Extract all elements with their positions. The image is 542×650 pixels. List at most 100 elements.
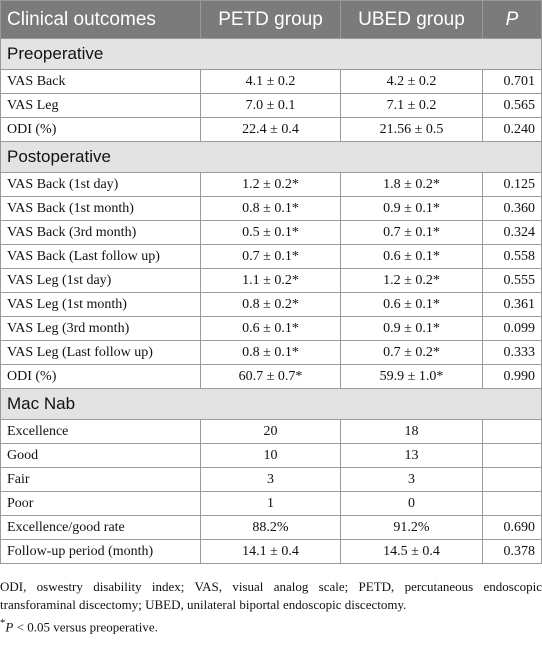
cell: VAS Leg (1st month) bbox=[0, 292, 201, 317]
cell: 22.4 ± 0.4 bbox=[200, 117, 341, 142]
cell: 0.361 bbox=[482, 292, 542, 317]
cell: 21.56 ± 0.5 bbox=[340, 117, 483, 142]
data-row: VAS Back (1st day) 1.2 ± 0.2* 1.8 ± 0.2* 0.… bbox=[0, 172, 542, 197]
cell: 14.5 ± 0.4 bbox=[340, 539, 483, 564]
cell: 0.6 ± 0.1* bbox=[200, 316, 341, 341]
cell: 0.555 bbox=[482, 268, 542, 293]
data-row: VAS Leg (1st month) 0.8 ± 0.2* 0.6 ± 0.1* 0… bbox=[0, 292, 542, 317]
data-row: VAS Leg (Last follow up) 0.8 ± 0.1* 0.7 ± … bbox=[0, 340, 542, 365]
data-row: Good 10 13 bbox=[0, 443, 542, 468]
section-row: Preoperative bbox=[0, 38, 542, 70]
data-row: Fair 3 3 bbox=[0, 467, 542, 492]
cell: ODI (%) bbox=[0, 364, 201, 389]
cell: 0.990 bbox=[482, 364, 542, 389]
cell: 0.8 ± 0.1* bbox=[200, 196, 341, 221]
cell bbox=[482, 443, 542, 468]
cell: Follow-up period (month) bbox=[0, 539, 201, 564]
cell: 0.9 ± 0.1* bbox=[340, 196, 483, 221]
cell: VAS Back (1st month) bbox=[0, 196, 201, 221]
cell: 7.0 ± 0.1 bbox=[200, 93, 341, 118]
cell: 14.1 ± 0.4 bbox=[200, 539, 341, 564]
cell: 0.099 bbox=[482, 316, 542, 341]
cell: 0.5 ± 0.1* bbox=[200, 220, 341, 245]
cell: 1.2 ± 0.2* bbox=[200, 172, 341, 197]
data-row: Excellence/good rate 88.2% 91.2% 0.690 bbox=[0, 515, 542, 540]
data-row: VAS Back (1st month) 0.8 ± 0.1* 0.9 ± 0.1*… bbox=[0, 196, 542, 221]
cell: 3 bbox=[340, 467, 483, 492]
cell: ODI (%) bbox=[0, 117, 201, 142]
cell: 0.7 ± 0.1* bbox=[340, 220, 483, 245]
section-title: Mac Nab bbox=[0, 388, 542, 420]
cell: 91.2% bbox=[340, 515, 483, 540]
cell: 1.1 ± 0.2* bbox=[200, 268, 341, 293]
data-row: VAS Back 4.1 ± 0.2 4.2 ± 0.2 0.701 bbox=[0, 69, 542, 94]
cell: 0.378 bbox=[482, 539, 542, 564]
cell: 20 bbox=[200, 419, 341, 444]
cell: 88.2% bbox=[200, 515, 341, 540]
section-row: Mac Nab bbox=[0, 388, 542, 420]
cell: VAS Back (3rd month) bbox=[0, 220, 201, 245]
cell: Excellence/good rate bbox=[0, 515, 201, 540]
header-cell: UBED group bbox=[340, 0, 483, 39]
cell: 59.9 ± 1.0* bbox=[340, 364, 483, 389]
cell: 0.324 bbox=[482, 220, 542, 245]
footnote: *P < 0.05 versus preoperative. bbox=[0, 614, 542, 636]
header-cell: P bbox=[482, 0, 542, 39]
cell: 0.8 ± 0.2* bbox=[200, 292, 341, 317]
footnote-p: P bbox=[5, 619, 14, 635]
cell: 0.6 ± 0.1* bbox=[340, 292, 483, 317]
cell bbox=[482, 419, 542, 444]
cell: 1 bbox=[200, 491, 341, 516]
cell: VAS Back (Last follow up) bbox=[0, 244, 201, 269]
footnote: ODI, oswestry disability index; VAS, vis… bbox=[0, 579, 542, 612]
cell: 1.8 ± 0.2* bbox=[340, 172, 483, 197]
cell: 0.690 bbox=[482, 515, 542, 540]
cell: 0.7 ± 0.1* bbox=[200, 244, 341, 269]
cell bbox=[482, 491, 542, 516]
cell: 0.7 ± 0.2* bbox=[340, 340, 483, 365]
footnote-mark: * bbox=[0, 617, 6, 629]
cell: 0.558 bbox=[482, 244, 542, 269]
cell: Poor bbox=[0, 491, 201, 516]
data-row: ODI (%) 60.7 ± 0.7* 59.9 ± 1.0* 0.990 bbox=[0, 364, 542, 389]
cell: 0 bbox=[340, 491, 483, 516]
cell: 1.2 ± 0.2* bbox=[340, 268, 483, 293]
cell: 18 bbox=[340, 419, 483, 444]
table-body: Preoperative VAS Back 4.1 ± 0.2 4.2 ± 0.2 0.… bbox=[0, 38, 542, 564]
outcomes-table: Clinical outcomes PETD group UBED group … bbox=[0, 0, 542, 564]
cell: Fair bbox=[0, 467, 201, 492]
data-row: Excellence 20 18 bbox=[0, 419, 542, 444]
data-row: VAS Leg (3rd month) 0.6 ± 0.1* 0.9 ± 0.1* 0… bbox=[0, 316, 542, 341]
cell: 0.125 bbox=[482, 172, 542, 197]
cell: VAS Back (1st day) bbox=[0, 172, 201, 197]
cell: 0.8 ± 0.1* bbox=[200, 340, 341, 365]
header-cell: PETD group bbox=[200, 0, 341, 39]
cell: 0.565 bbox=[482, 93, 542, 118]
cell bbox=[482, 467, 542, 492]
data-row: VAS Leg (1st day) 1.1 ± 0.2* 1.2 ± 0.2* 0.5… bbox=[0, 268, 542, 293]
data-row: VAS Leg 7.0 ± 0.1 7.1 ± 0.2 0.565 bbox=[0, 93, 542, 118]
cell: VAS Back bbox=[0, 69, 201, 94]
footnote-text: < 0.05 versus preoperative. bbox=[13, 619, 158, 635]
cell: 0.701 bbox=[482, 69, 542, 94]
header-row: Clinical outcomes PETD group UBED group … bbox=[0, 0, 542, 39]
section-title: Postoperative bbox=[0, 141, 542, 173]
cell: 13 bbox=[340, 443, 483, 468]
cell: VAS Leg bbox=[0, 93, 201, 118]
cell: 4.1 ± 0.2 bbox=[200, 69, 341, 94]
data-row: VAS Back (3rd month) 0.5 ± 0.1* 0.7 ± 0.1*… bbox=[0, 220, 542, 245]
section-title: Preoperative bbox=[0, 38, 542, 70]
cell: Excellence bbox=[0, 419, 201, 444]
cell: 0.9 ± 0.1* bbox=[340, 316, 483, 341]
cell: 7.1 ± 0.2 bbox=[340, 93, 483, 118]
data-row: Follow-up period (month) 14.1 ± 0.4 14.5 ±… bbox=[0, 539, 542, 564]
cell: Good bbox=[0, 443, 201, 468]
cell: 0.360 bbox=[482, 196, 542, 221]
cell: 0.240 bbox=[482, 117, 542, 142]
cell: 0.333 bbox=[482, 340, 542, 365]
cell: VAS Leg (Last follow up) bbox=[0, 340, 201, 365]
cell: 0.6 ± 0.1* bbox=[340, 244, 483, 269]
data-row: Poor 1 0 bbox=[0, 491, 542, 516]
cell: 4.2 ± 0.2 bbox=[340, 69, 483, 94]
header-cell: Clinical outcomes bbox=[0, 0, 201, 39]
